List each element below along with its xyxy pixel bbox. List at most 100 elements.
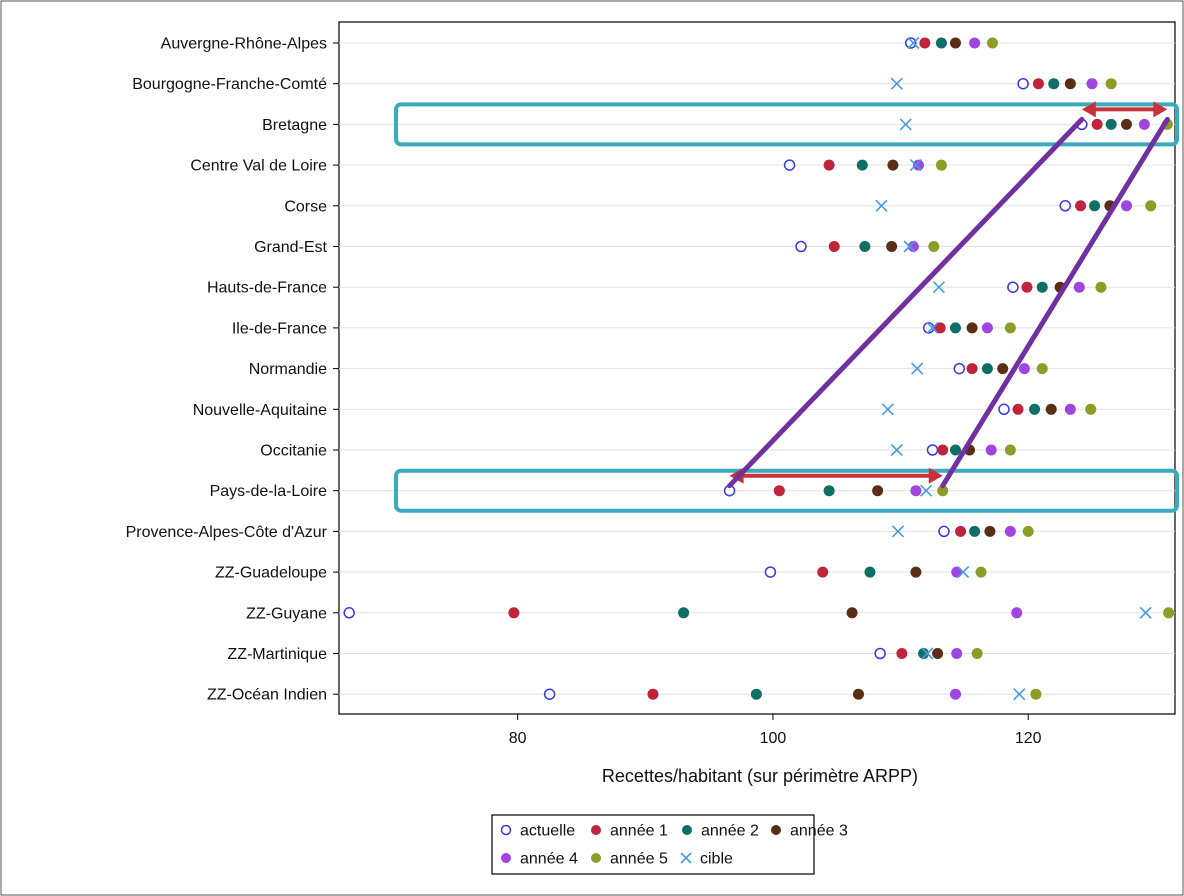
plot-area [338, 21, 1176, 715]
data-point-x [907, 36, 920, 50]
category-label: Pays-de-la-Loire [210, 483, 327, 500]
data-point-circle-open [343, 607, 355, 619]
data-point-circle-open [543, 688, 556, 700]
data-point-circle [937, 444, 949, 456]
data-point-circle [928, 241, 940, 252]
data-point-circle [1004, 525, 1016, 537]
legend-marker [771, 825, 781, 835]
data-point-x [957, 566, 970, 579]
data-point-circle [1120, 118, 1132, 130]
data-point-circle [773, 485, 785, 497]
data-point-circle-open [1017, 77, 1029, 90]
data-point-x [932, 281, 945, 294]
data-point-x [875, 199, 888, 212]
arrow-head-right [1153, 101, 1168, 118]
data-point-circle [981, 363, 993, 375]
category-label: Normandie [249, 361, 327, 378]
data-point-circle [823, 485, 835, 497]
data-point-circle-open [938, 525, 950, 538]
data-point-circle [1029, 403, 1041, 415]
data-point-circle [910, 485, 922, 497]
data-point-circle [985, 444, 997, 456]
data-point-circle-open [1059, 200, 1071, 212]
data-point-circle-open [922, 322, 935, 334]
data-point-x [881, 403, 894, 416]
data-point-circle [1089, 200, 1101, 212]
legend-label: cible [700, 851, 733, 868]
data-point-circle [1004, 322, 1016, 334]
data-point-circle [1120, 200, 1132, 212]
data-point-circle [1145, 200, 1157, 212]
data-point-circle [823, 159, 835, 171]
data-point-circle [852, 688, 864, 700]
data-point-circle-open [998, 403, 1010, 416]
data-point-x [911, 362, 924, 375]
data-point-circle [910, 566, 922, 578]
data-point-circle [1163, 607, 1175, 619]
data-point-circle-open [795, 240, 807, 253]
highlight-box [394, 102, 1179, 147]
data-point-circle [828, 241, 840, 252]
data-point-circle [1021, 281, 1033, 293]
data-point-circle [1091, 118, 1103, 130]
highlight-boxes [394, 102, 1179, 513]
data-point-circle [1004, 444, 1016, 456]
x-tick-label: 120 [1015, 730, 1042, 747]
category-label: Hauts-de-France [207, 280, 327, 297]
data-point-circle-open [764, 566, 777, 578]
category-label: ZZ-Guadeloupe [215, 565, 327, 582]
category-label: Provence-Alpes-Côte d'Azur [126, 524, 328, 541]
data-point-circle [1095, 281, 1107, 293]
gridlines [339, 42, 1175, 695]
arrow-head-right [928, 467, 943, 484]
data-point-circle [1085, 403, 1097, 415]
highlight-box [394, 468, 1179, 513]
data-point-circle [864, 566, 876, 578]
data-point-circle [935, 159, 947, 171]
data-point-x [903, 240, 916, 253]
data-point-circle [934, 322, 946, 334]
data-points [343, 36, 1175, 701]
data-point-x [920, 484, 933, 497]
data-point-circle [1036, 363, 1048, 375]
legend-marker [591, 825, 601, 835]
data-point-circle-open [953, 362, 966, 375]
data-point-circle [886, 241, 898, 252]
data-point-circle [1011, 607, 1023, 619]
category-label: ZZ-Océan Indien [207, 687, 327, 704]
data-point-circle [969, 525, 981, 537]
data-point-circle [918, 648, 930, 659]
x-tick-label: 100 [760, 730, 787, 747]
category-label: Ile-de-France [232, 320, 327, 337]
x-tick-label: 80 [509, 730, 527, 747]
data-point-x [890, 77, 903, 90]
x-axis-title: Recettes/habitant (sur périmètre ARPP) [602, 766, 918, 786]
data-point-circle [1018, 363, 1030, 375]
legend-marker [680, 852, 692, 864]
category-label: Bretagne [262, 117, 327, 134]
legend-frame [491, 814, 815, 875]
legend-marker [591, 853, 601, 863]
data-point-circle [937, 485, 949, 497]
data-point-circle [856, 159, 868, 171]
data-point-circle-open [926, 444, 939, 456]
data-point-circle [981, 322, 993, 334]
data-point-circle [1064, 403, 1076, 415]
data-point-circle [859, 241, 871, 252]
data-point-circle [896, 648, 908, 659]
legend-marker [500, 824, 512, 836]
data-point-circle [1030, 688, 1042, 700]
category-label: Centre Val de Loire [190, 158, 327, 175]
data-point-circle [1012, 403, 1024, 415]
category-label: ZZ-Guyane [246, 605, 327, 622]
legend-label: année 4 [520, 851, 578, 868]
data-point-x [1013, 688, 1026, 701]
category-label: Corse [284, 198, 327, 215]
category-label: ZZ-Martinique [227, 646, 327, 663]
legend: actuelle année 1 année 2 année 3 année 4 anné… [491, 814, 848, 875]
data-point-circle [1048, 78, 1060, 90]
connector-line-right [940, 116, 1170, 489]
legend-marker [682, 825, 692, 835]
data-point-x [1139, 606, 1152, 619]
